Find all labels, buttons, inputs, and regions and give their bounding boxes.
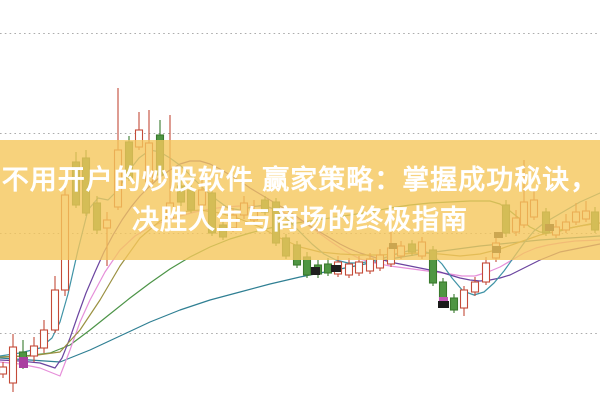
candle-up <box>134 129 144 148</box>
candle-down <box>292 244 302 266</box>
candle-up <box>29 345 39 357</box>
headline-line-1: 不用开户的炒股软件 赢家策略：掌握成功秘诀， <box>1 165 599 195</box>
candle-down <box>449 297 459 311</box>
headline-line-2: 决胜人生与商场的终极指南 <box>132 205 468 235</box>
candle-up <box>375 254 385 269</box>
candle-up <box>8 346 18 384</box>
signal-marker <box>331 265 341 272</box>
signal-marker <box>389 243 397 249</box>
signal-marker <box>439 297 448 301</box>
candle-up <box>481 262 491 283</box>
candle-down <box>281 237 291 257</box>
signal-marker <box>438 301 449 308</box>
signal-marker <box>492 246 501 253</box>
candle-down <box>428 249 438 284</box>
candle-down <box>407 243 417 253</box>
candle-down <box>302 256 312 276</box>
candle-up <box>39 329 49 349</box>
candle-up <box>386 247 396 265</box>
candle-up <box>0 366 8 375</box>
signal-marker <box>19 357 28 368</box>
candle-up <box>365 258 375 272</box>
candle-up <box>396 245 406 257</box>
candle-up <box>417 241 427 257</box>
candle-up <box>50 289 60 331</box>
candle-up <box>459 289 469 309</box>
candle-up <box>354 261 364 274</box>
candle-up <box>344 263 354 276</box>
candle-down <box>323 263 333 274</box>
candle-up <box>470 281 480 293</box>
signal-marker <box>311 267 320 275</box>
